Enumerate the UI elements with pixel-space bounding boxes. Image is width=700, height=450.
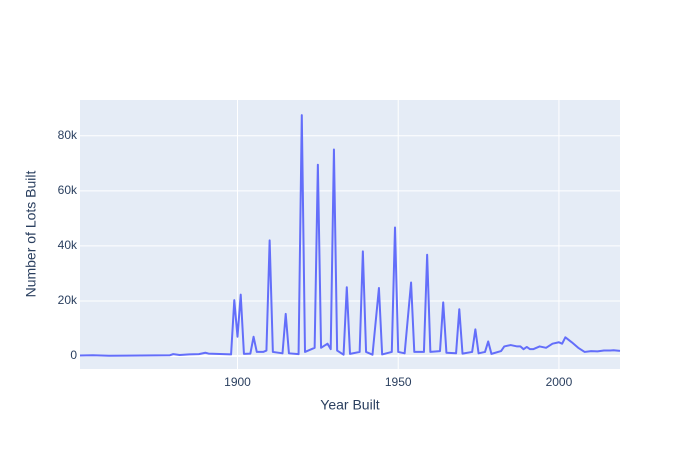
x-tick-label: 1950	[385, 375, 412, 389]
y-tick-label: 40k	[58, 238, 78, 252]
y-tick-label: 20k	[58, 293, 78, 307]
x-tick-label: 2000	[546, 375, 573, 389]
y-tick-label: 80k	[58, 128, 78, 142]
y-axis-title: Number of Lots Built	[23, 170, 39, 297]
x-tick-label: 1900	[224, 375, 251, 389]
x-axis-title: Year Built	[320, 397, 380, 413]
plot-area	[80, 100, 620, 369]
y-tick-label: 60k	[58, 183, 78, 197]
y-tick-label: 0	[70, 348, 77, 362]
data-line	[79, 114, 621, 357]
